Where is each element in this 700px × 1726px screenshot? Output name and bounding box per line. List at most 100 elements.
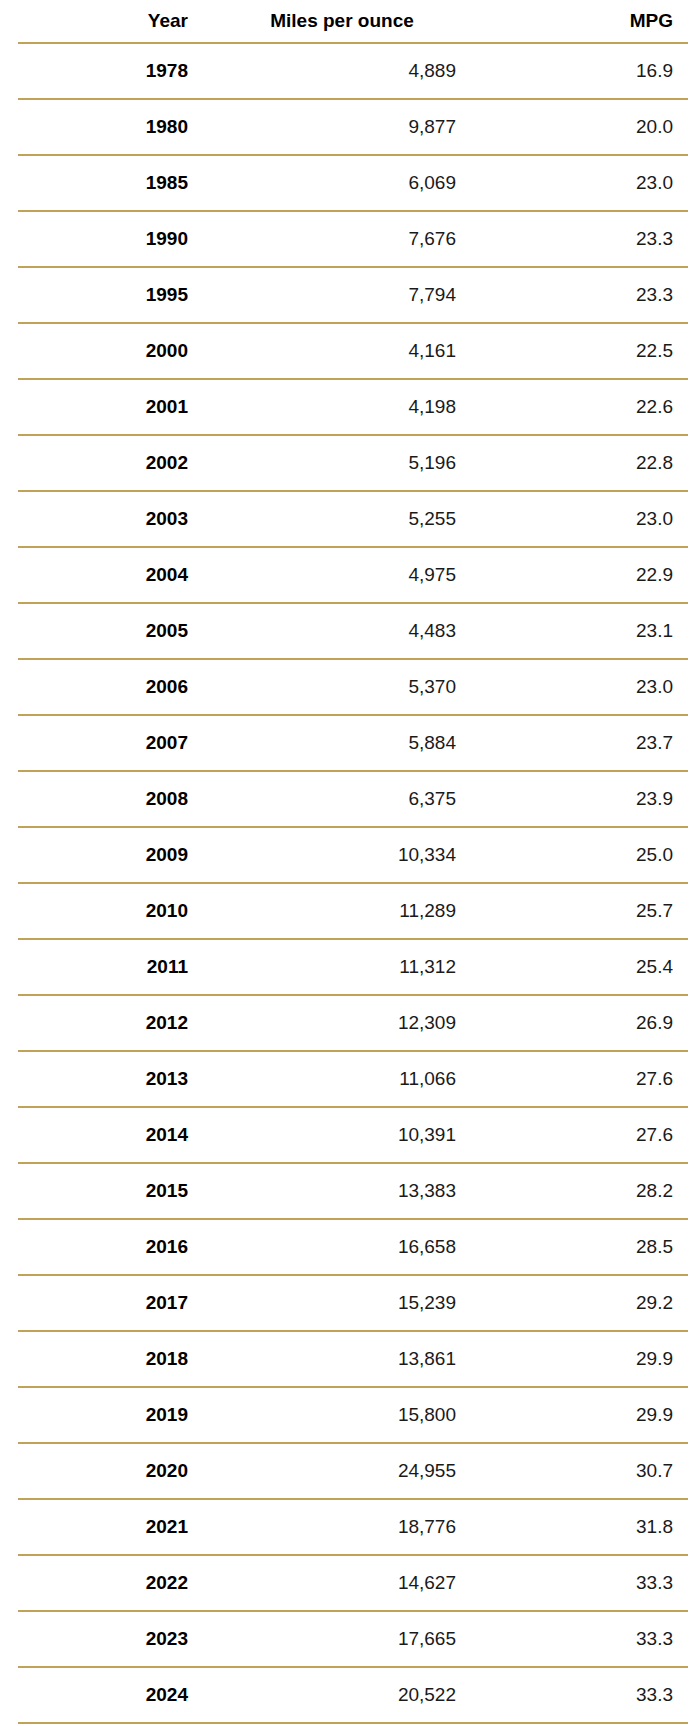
miles-per-ounce-cell: 11,312 [190, 939, 458, 995]
year-cell: 1978 [18, 43, 190, 99]
mpg-cell: 33.3 [458, 1555, 688, 1611]
miles-per-ounce-cell: 6,375 [190, 771, 458, 827]
mpg-cell: 22.8 [458, 435, 688, 491]
table-row: 19856,06923.0 [18, 155, 688, 211]
mpg-cell: 30.7 [458, 1443, 688, 1499]
year-cell: 2013 [18, 1051, 190, 1107]
column-header-year: Year [18, 0, 190, 43]
mpg-cell: 25.0 [458, 827, 688, 883]
mpg-cell: 29.9 [458, 1331, 688, 1387]
year-cell: 2000 [18, 323, 190, 379]
miles-per-ounce-cell: 5,196 [190, 435, 458, 491]
mpg-cell: 23.0 [458, 155, 688, 211]
year-cell: 2017 [18, 1275, 190, 1331]
miles-per-ounce-cell: 13,383 [190, 1163, 458, 1219]
miles-per-ounce-cell: 18,776 [190, 1499, 458, 1555]
table-row: 19957,79423.3 [18, 267, 688, 323]
table-row: 201616,65828.5 [18, 1219, 688, 1275]
year-cell: 2010 [18, 883, 190, 939]
mpg-cell: 25.4 [458, 939, 688, 995]
year-cell: 2018 [18, 1331, 190, 1387]
table-row: 202420,52233.3 [18, 1667, 688, 1723]
table-row: 20035,25523.0 [18, 491, 688, 547]
mpg-cell: 27.6 [458, 1051, 688, 1107]
mpg-cell: 28.5 [458, 1219, 688, 1275]
mpg-cell: 27.6 [458, 1107, 688, 1163]
mpg-cell: 31.8 [458, 1499, 688, 1555]
year-cell: 2014 [18, 1107, 190, 1163]
miles-per-ounce-cell: 10,391 [190, 1107, 458, 1163]
table-row: 202024,95530.7 [18, 1443, 688, 1499]
mpg-cell: 23.3 [458, 211, 688, 267]
miles-per-ounce-cell: 14,627 [190, 1555, 458, 1611]
table-row: 19907,67623.3 [18, 211, 688, 267]
column-header-mpg: MPG [458, 0, 688, 43]
table-row: 20086,37523.9 [18, 771, 688, 827]
miles-per-ounce-cell: 6,069 [190, 155, 458, 211]
miles-per-ounce-cell: 13,861 [190, 1331, 458, 1387]
year-cell: 2024 [18, 1667, 190, 1723]
mpg-cell: 22.5 [458, 323, 688, 379]
mpg-cell: 33.3 [458, 1611, 688, 1667]
miles-per-ounce-cell: 7,794 [190, 267, 458, 323]
mpg-cell: 23.0 [458, 491, 688, 547]
miles-per-ounce-cell: 5,884 [190, 715, 458, 771]
year-cell: 2005 [18, 603, 190, 659]
table-row: 201111,31225.4 [18, 939, 688, 995]
fuel-economy-table: Year Miles per ounce MPG 19784,88916.919… [18, 0, 688, 1724]
mpg-cell: 22.6 [458, 379, 688, 435]
miles-per-ounce-cell: 15,239 [190, 1275, 458, 1331]
mpg-cell: 23.9 [458, 771, 688, 827]
year-cell: 2021 [18, 1499, 190, 1555]
table-row: 202317,66533.3 [18, 1611, 688, 1667]
table-row: 201813,86129.9 [18, 1331, 688, 1387]
year-cell: 2019 [18, 1387, 190, 1443]
year-cell: 2020 [18, 1443, 190, 1499]
table-row: 20004,16122.5 [18, 323, 688, 379]
year-cell: 2009 [18, 827, 190, 883]
table-row: 19784,88916.9 [18, 43, 688, 99]
miles-per-ounce-cell: 11,289 [190, 883, 458, 939]
year-cell: 2016 [18, 1219, 190, 1275]
year-cell: 1995 [18, 267, 190, 323]
miles-per-ounce-cell: 16,658 [190, 1219, 458, 1275]
table-row: 201410,39127.6 [18, 1107, 688, 1163]
miles-per-ounce-cell: 9,877 [190, 99, 458, 155]
miles-per-ounce-cell: 4,889 [190, 43, 458, 99]
table-row: 201212,30926.9 [18, 995, 688, 1051]
table-row: 201011,28925.7 [18, 883, 688, 939]
miles-per-ounce-cell: 5,370 [190, 659, 458, 715]
table-row: 20044,97522.9 [18, 547, 688, 603]
header-row: Year Miles per ounce MPG [18, 0, 688, 43]
mpg-cell: 26.9 [458, 995, 688, 1051]
table-row: 201311,06627.6 [18, 1051, 688, 1107]
mpg-cell: 20.0 [458, 99, 688, 155]
miles-per-ounce-cell: 4,161 [190, 323, 458, 379]
mpg-cell: 29.2 [458, 1275, 688, 1331]
year-cell: 2004 [18, 547, 190, 603]
mpg-cell: 16.9 [458, 43, 688, 99]
mpg-cell: 29.9 [458, 1387, 688, 1443]
year-cell: 2001 [18, 379, 190, 435]
year-cell: 2023 [18, 1611, 190, 1667]
miles-per-ounce-cell: 11,066 [190, 1051, 458, 1107]
miles-per-ounce-cell: 12,309 [190, 995, 458, 1051]
year-cell: 2011 [18, 939, 190, 995]
miles-per-ounce-cell: 15,800 [190, 1387, 458, 1443]
table-row: 201513,38328.2 [18, 1163, 688, 1219]
table-row: 20075,88423.7 [18, 715, 688, 771]
table-row: 20025,19622.8 [18, 435, 688, 491]
table-row: 20054,48323.1 [18, 603, 688, 659]
mpg-cell: 28.2 [458, 1163, 688, 1219]
table-row: 200910,33425.0 [18, 827, 688, 883]
year-cell: 2012 [18, 995, 190, 1051]
table-row: 201915,80029.9 [18, 1387, 688, 1443]
table-row: 201715,23929.2 [18, 1275, 688, 1331]
mpg-cell: 23.1 [458, 603, 688, 659]
miles-per-ounce-cell: 7,676 [190, 211, 458, 267]
mpg-cell: 23.7 [458, 715, 688, 771]
year-cell: 2006 [18, 659, 190, 715]
mpg-cell: 23.0 [458, 659, 688, 715]
table-row: 202214,62733.3 [18, 1555, 688, 1611]
table-row: 202118,77631.8 [18, 1499, 688, 1555]
